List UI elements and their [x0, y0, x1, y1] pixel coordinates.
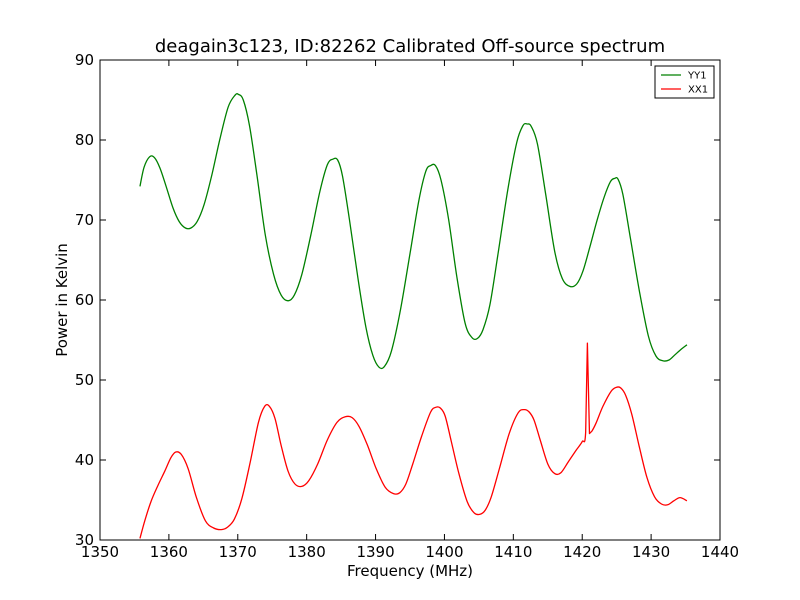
y-tick-label: 40 — [75, 451, 94, 469]
y-tick-label: 50 — [75, 371, 94, 389]
x-tick-label: 1430 — [632, 543, 670, 561]
y-tick-label: 70 — [75, 211, 94, 229]
series-line-yy1 — [139, 93, 688, 370]
ticks-layer: 1350 1360 1370 1380 1390 1400 1410 1420 1430 1440… — [75, 51, 739, 561]
y-tick-label: 60 — [75, 291, 94, 309]
series-line-xx1 — [139, 342, 688, 539]
x-tick-label: 1400 — [425, 543, 463, 561]
series-layer — [139, 93, 688, 539]
x-axis-label: Frequency (MHz) — [347, 562, 473, 580]
y-tick-label: 30 — [75, 531, 94, 549]
x-tick-label: 1390 — [356, 543, 394, 561]
y-tick-label: 80 — [75, 131, 94, 149]
x-tick-label: 1350 — [81, 543, 119, 561]
x-tick-label: 1380 — [288, 543, 326, 561]
legend-label-yy1: YY1 — [687, 71, 707, 82]
x-tick-label: 1360 — [150, 543, 188, 561]
legend-box — [654, 65, 715, 99]
legend: YY1 XX1 — [654, 65, 715, 99]
x-tick-label: 1370 — [219, 543, 257, 561]
x-tick-label: 1410 — [494, 543, 532, 561]
y-tick-label: 90 — [75, 51, 94, 69]
x-tick-label: 1440 — [701, 543, 739, 561]
legend-label-xx1: XX1 — [688, 85, 708, 96]
x-tick-label: 1420 — [563, 543, 601, 561]
y-axis-label: Power in Kelvin — [53, 243, 71, 357]
chart-title: deagain3c123, ID:82262 Calibrated Off-so… — [155, 36, 665, 57]
